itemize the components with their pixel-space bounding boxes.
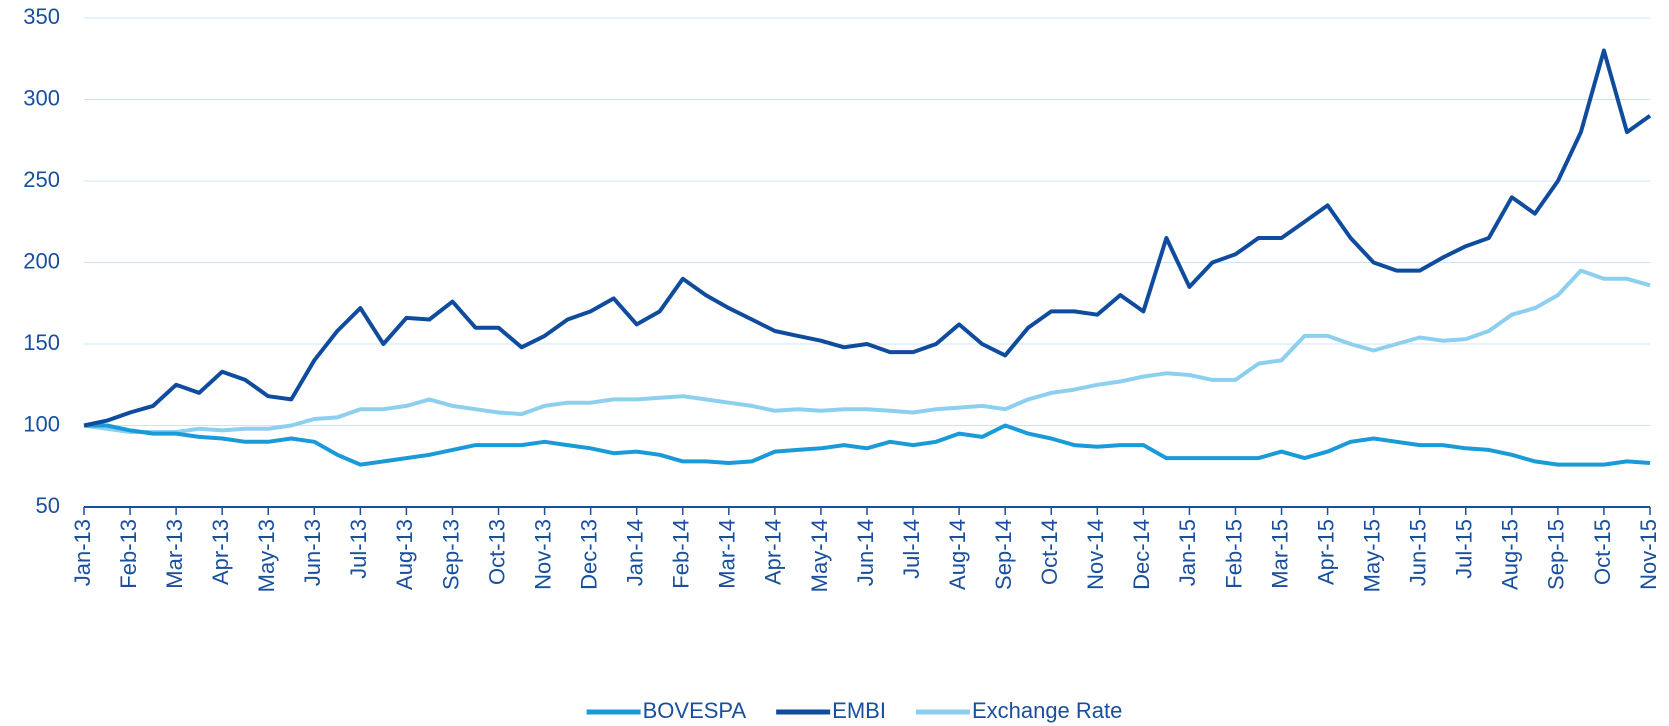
x-tick-label: Oct-14 <box>1037 519 1062 585</box>
y-tick-label: 200 <box>23 248 60 273</box>
x-tick-label: Nov-14 <box>1083 519 1108 590</box>
x-tick-label: Apr-13 <box>208 519 233 585</box>
x-tick-label: Feb-13 <box>116 519 141 589</box>
x-tick-label: Mar-14 <box>715 519 740 589</box>
x-tick-label: Apr-15 <box>1313 519 1338 585</box>
x-tick-label: May-13 <box>254 519 279 592</box>
y-tick-label: 100 <box>23 411 60 436</box>
x-tick-label: Feb-15 <box>1221 519 1246 589</box>
y-tick-label: 250 <box>23 167 60 192</box>
y-tick-label: 150 <box>23 330 60 355</box>
x-tick-label: Apr-14 <box>761 519 786 585</box>
x-tick-label: Jun-14 <box>853 519 878 586</box>
x-tick-label: Oct-13 <box>484 519 509 585</box>
x-tick-label: May-14 <box>807 519 832 592</box>
series-line <box>83 268 1651 434</box>
x-tick-label: Aug-13 <box>392 519 417 590</box>
x-tick-label: Jan-15 <box>1175 519 1200 586</box>
x-tick-label: Jan-13 <box>70 519 95 586</box>
legend-label: EMBI <box>832 698 886 723</box>
x-tick-label: Aug-14 <box>945 519 970 590</box>
x-tick-label: Aug-15 <box>1498 519 1523 590</box>
x-tick-label: Sep-15 <box>1544 519 1569 590</box>
x-tick-label: Mar-13 <box>162 519 187 589</box>
legend-label: Exchange Rate <box>972 698 1122 723</box>
series-line <box>84 423 1651 467</box>
x-tick-label: Feb-14 <box>669 519 694 589</box>
legend-label: BOVESPA <box>643 698 747 723</box>
x-tick-label: Jul-13 <box>346 519 371 579</box>
y-tick-label: 50 <box>36 493 60 518</box>
x-tick-label: Sep-13 <box>438 519 463 590</box>
x-tick-label: May-15 <box>1359 519 1384 592</box>
x-tick-label: Nov-15 <box>1636 519 1661 590</box>
y-tick-label: 350 <box>23 4 60 29</box>
legend: BOVESPA EMBI Exchange Rate <box>586 698 1122 723</box>
x-tick-label: Jun-13 <box>300 519 325 586</box>
x-tick-label: Oct-15 <box>1590 519 1615 585</box>
x-tick-label: Jul-14 <box>899 519 924 579</box>
y-tick-label: 300 <box>23 85 60 110</box>
x-tick-label: Sep-14 <box>991 519 1016 590</box>
x-tick-label: Jul-15 <box>1452 519 1477 579</box>
x-tick-label: Dec-13 <box>576 519 601 590</box>
series-line <box>83 48 1652 428</box>
x-tick-label: Dec-14 <box>1129 519 1154 590</box>
x-tick-label: Nov-13 <box>530 519 555 590</box>
x-tick-label: Jun-15 <box>1406 519 1431 586</box>
x-tick-label: Mar-15 <box>1267 519 1292 589</box>
x-tick-label: Jan-14 <box>623 519 648 586</box>
